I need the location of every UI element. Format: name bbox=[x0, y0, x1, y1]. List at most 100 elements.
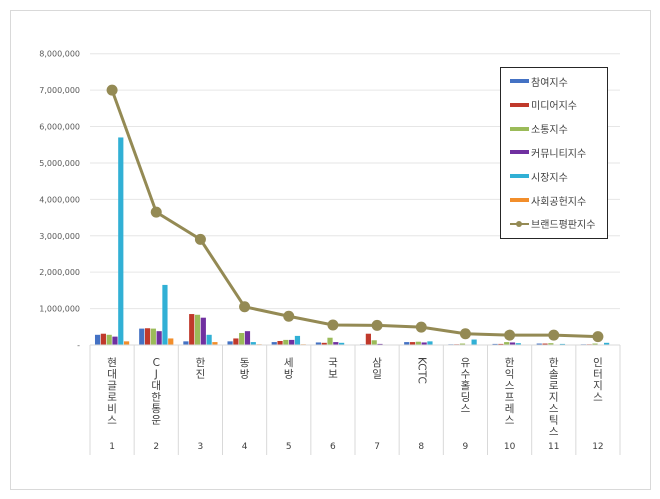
line-marker bbox=[327, 319, 339, 331]
bar bbox=[150, 328, 156, 345]
x-category-number: 9 bbox=[463, 442, 469, 452]
y-tick-label: 1,000,000 bbox=[39, 305, 80, 314]
bar bbox=[212, 342, 218, 345]
bar bbox=[409, 342, 416, 345]
bar bbox=[283, 339, 289, 345]
legend-line-marker-icon bbox=[510, 220, 529, 227]
legend-swatch-icon bbox=[510, 174, 529, 179]
bar bbox=[233, 338, 239, 345]
legend-item: 브랜드평판지수 bbox=[510, 217, 595, 231]
bar bbox=[548, 343, 554, 345]
y-tick-label: 2,000,000 bbox=[39, 268, 80, 277]
line-marker bbox=[459, 328, 471, 340]
legend-item: 사회공헌지수 bbox=[510, 193, 587, 208]
bar bbox=[144, 328, 151, 345]
x-axis-labels: 현 대 글 로 비 스 1 C J 대 한 통 운 2 한 진 3 동 방 4 세 방 5 국 보 6 삼 일 7 KCTC 8 유 수 홀 딩 스 9… bbox=[107, 357, 603, 452]
legend-swatch-icon bbox=[510, 79, 529, 83]
bar bbox=[162, 284, 168, 345]
x-category-number: 3 bbox=[198, 442, 204, 452]
bar bbox=[365, 333, 371, 345]
legend-swatch-icon bbox=[510, 126, 529, 131]
bar bbox=[271, 342, 277, 345]
legend-label: 브랜드평판지수 bbox=[531, 220, 596, 232]
line-marker bbox=[504, 329, 516, 341]
legend-item: 소통지수 bbox=[510, 122, 568, 136]
bar bbox=[227, 341, 233, 345]
y-tick-label: - bbox=[77, 341, 80, 350]
x-category-number: 5 bbox=[286, 442, 292, 452]
bar bbox=[327, 337, 333, 345]
bar bbox=[250, 342, 256, 345]
bar bbox=[206, 334, 212, 345]
legend-swatch-icon bbox=[510, 198, 529, 202]
bar bbox=[112, 336, 118, 345]
legend-item: 시장지수 bbox=[510, 169, 568, 184]
bar bbox=[200, 317, 206, 345]
legend-item: 미디어지수 bbox=[510, 98, 577, 112]
bar bbox=[277, 340, 283, 345]
bar bbox=[542, 343, 548, 345]
y-tick-label: 5,000,000 bbox=[39, 159, 80, 168]
bar bbox=[168, 338, 174, 345]
bar bbox=[504, 342, 510, 345]
bar bbox=[559, 343, 566, 345]
legend-label: 소통지수 bbox=[531, 125, 568, 137]
legend-label: 시장지수 bbox=[531, 172, 568, 184]
line-marker bbox=[592, 331, 604, 343]
x-category-number: 7 bbox=[374, 442, 380, 452]
line-marker bbox=[415, 321, 427, 333]
bar bbox=[604, 342, 610, 345]
line-marker bbox=[239, 301, 251, 313]
x-category-number: 4 bbox=[242, 442, 248, 452]
bar bbox=[183, 341, 189, 345]
bar bbox=[371, 340, 377, 345]
x-category-number: 12 bbox=[592, 442, 603, 452]
bar bbox=[106, 334, 112, 345]
legend-label: 참여지수 bbox=[531, 77, 568, 89]
legend-label: 사회공헌지수 bbox=[531, 196, 587, 208]
bar bbox=[194, 314, 201, 345]
line-marker bbox=[548, 329, 560, 341]
bar bbox=[289, 339, 295, 345]
legend-swatch-icon bbox=[510, 150, 529, 155]
line-marker bbox=[283, 310, 295, 322]
x-category-number: 1 bbox=[109, 442, 115, 452]
bar bbox=[536, 343, 542, 345]
y-tick-label: 7,000,000 bbox=[39, 86, 80, 95]
bar bbox=[492, 343, 498, 345]
bar bbox=[239, 332, 245, 345]
bar bbox=[156, 331, 162, 345]
bar bbox=[321, 342, 327, 345]
y-axis-ticks: - 1,000,000 2,000,000 3,000,000 4,000,000 5,0… bbox=[39, 50, 80, 350]
bar-series bbox=[94, 137, 616, 346]
bar bbox=[244, 331, 251, 345]
bar bbox=[509, 342, 516, 345]
y-tick-label: 4,000,000 bbox=[39, 195, 80, 204]
line-marker bbox=[106, 84, 118, 96]
bar bbox=[498, 343, 504, 345]
x-category-grid bbox=[89, 344, 621, 455]
bar bbox=[333, 342, 339, 345]
bar bbox=[459, 343, 466, 345]
x-category-number: 10 bbox=[504, 442, 516, 452]
x-category-number: 8 bbox=[418, 442, 424, 452]
line-marker bbox=[150, 206, 162, 218]
x-category-number: 2 bbox=[153, 442, 159, 452]
bar bbox=[404, 342, 410, 345]
bar bbox=[189, 314, 195, 345]
x-category-number: 6 bbox=[330, 442, 336, 452]
bar bbox=[294, 335, 301, 345]
bar bbox=[100, 333, 106, 345]
bar bbox=[118, 137, 124, 345]
